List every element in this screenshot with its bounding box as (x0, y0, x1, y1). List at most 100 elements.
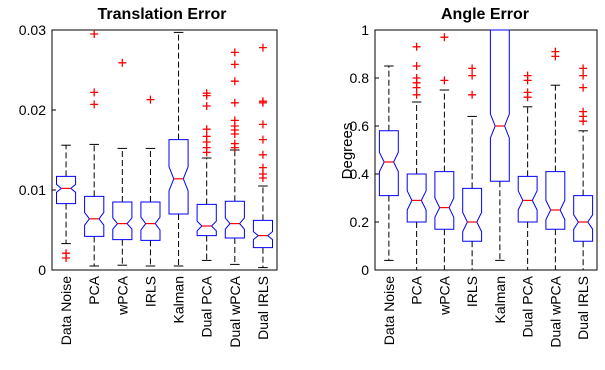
notched-box (489, 29, 510, 182)
outlier-marker (579, 71, 588, 80)
category-label: IRLS (464, 276, 480, 307)
outlier-marker (440, 76, 449, 85)
category-label: Dual IRLS (255, 276, 271, 340)
outlier-marker (62, 254, 71, 262)
outlier-marker (202, 148, 211, 157)
category-label: Dual PCA (199, 275, 215, 337)
outlier-marker (440, 33, 449, 42)
box-pca (84, 30, 105, 267)
category-label: Kalman (492, 276, 508, 323)
notched-box (112, 201, 133, 241)
box-dual-pca (196, 89, 217, 261)
box-pca (406, 42, 427, 271)
outlier-marker (579, 83, 588, 92)
outlier-marker (118, 58, 127, 67)
outlier-marker (230, 48, 239, 57)
box-wpca (112, 58, 133, 266)
outlier-marker (412, 42, 421, 51)
outlier-marker (468, 64, 477, 73)
outlier-marker (90, 100, 99, 109)
outlier-marker (412, 83, 421, 92)
outlier-marker (146, 95, 155, 104)
category-label: Data Noise (381, 276, 397, 345)
category-label: IRLS (142, 276, 158, 307)
y-tick-label: 0 (361, 262, 369, 278)
outlier-marker (258, 150, 267, 159)
notched-box (56, 175, 77, 205)
outlier-marker (202, 102, 211, 110)
outlier-marker (412, 90, 421, 99)
outlier-marker (230, 77, 239, 86)
box-dual-wpca (224, 48, 245, 265)
outlier-marker (468, 71, 477, 80)
category-label: Kalman (171, 276, 187, 323)
notched-box (140, 201, 161, 241)
outlier-marker (90, 30, 99, 38)
notched-box (252, 219, 273, 249)
notched-box (517, 175, 538, 223)
outlier-marker (230, 60, 239, 69)
outlier-marker (579, 64, 588, 73)
outlier-marker (258, 43, 267, 52)
outlier-marker (412, 62, 421, 70)
category-label: Dual IRLS (575, 276, 591, 340)
chart-title: Angle Error (441, 6, 529, 23)
category-label: wPCA (436, 275, 452, 316)
angle-error-chart: Angle Error Degrees 0 0.2 0.4 0.6 0.8 1 Data N… (339, 6, 598, 348)
y-tick-label: 0.01 (19, 182, 46, 198)
outlier-marker (230, 130, 239, 138)
box-data-noise (378, 65, 399, 261)
category-label: Dual PCA (520, 275, 536, 337)
y-tick-label: 0.6 (350, 118, 370, 134)
notched-box (84, 195, 105, 237)
outlier-marker (579, 117, 588, 126)
box-kalman (489, 29, 510, 261)
box-dual-wpca (545, 47, 566, 271)
notched-box (224, 200, 245, 239)
category-label: wPCA (114, 275, 130, 316)
outlier-marker (230, 143, 239, 152)
plot-frame (51, 29, 278, 271)
notched-box (462, 187, 483, 242)
chart-title: Translation Error (98, 6, 227, 23)
notched-box (196, 203, 217, 237)
notched-box (434, 171, 455, 230)
outlier-marker (202, 91, 211, 100)
category-label: PCA (409, 275, 425, 304)
box-dual-irls (573, 64, 594, 271)
y-tick-label: 0.02 (19, 102, 46, 118)
notched-box (378, 130, 399, 197)
y-tick-label: 1 (361, 22, 369, 38)
plot-frame (374, 29, 598, 271)
outlier-marker (90, 88, 99, 97)
translation-error-chart: Translation Error 0 0.01 0.02 0.03 Data Nois… (19, 6, 278, 348)
category-label: Data Noise (58, 276, 74, 345)
outlier-marker (230, 98, 239, 107)
outlier-marker (551, 52, 560, 61)
notched-box (168, 139, 189, 215)
box-dual-irls (252, 43, 273, 269)
y-tick-label: 0 (38, 262, 46, 278)
y-tick-label: 0.03 (19, 22, 46, 38)
y-tick-label: 0.4 (350, 166, 370, 182)
box-irls (462, 64, 483, 271)
notched-box (573, 195, 594, 242)
box-kalman (168, 31, 189, 267)
outlier-marker (523, 93, 532, 102)
outlier-marker (523, 76, 532, 85)
outlier-marker (258, 174, 267, 182)
category-label: Dual wPCA (547, 275, 563, 347)
notched-box (406, 173, 427, 223)
category-label: PCA (86, 275, 102, 304)
outlier-marker (258, 135, 267, 144)
category-label: Dual wPCA (227, 275, 243, 347)
outlier-marker (258, 120, 267, 129)
outlier-marker (202, 125, 211, 134)
y-tick-label: 0.8 (350, 70, 370, 86)
box-wpca (434, 33, 455, 271)
outlier-marker (258, 98, 267, 107)
y-axis-label: Degrees (339, 123, 356, 180)
box-data-noise (56, 144, 77, 262)
box-irls (140, 95, 161, 267)
